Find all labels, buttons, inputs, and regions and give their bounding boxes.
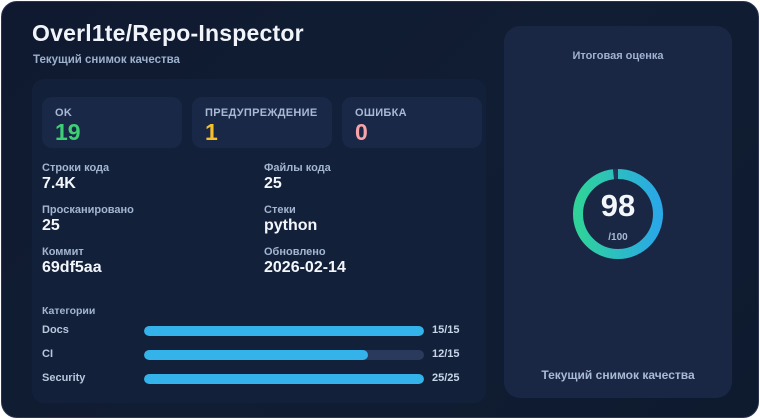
meta-value: python xyxy=(264,217,318,234)
meta-updated: Обновлено 2026-02-14 xyxy=(264,246,346,277)
stat-warning: ПРЕДУПРЕЖДЕНИЕ 1 xyxy=(192,97,332,148)
meta-value: 25 xyxy=(264,175,282,192)
meta-label: Просканировано xyxy=(42,204,134,216)
final-score-max: /100 xyxy=(608,232,628,243)
meta-value: 2026-02-14 xyxy=(264,259,346,276)
meta-stacks: Стеки python xyxy=(264,204,317,235)
final-score-value: 98 xyxy=(600,188,636,223)
final-score-panel: Итоговая оценка 98 /100 Текущий снимок к… xyxy=(504,26,732,398)
stat-error: ОШИБКА 0 xyxy=(342,97,482,148)
meta-label: Файлы кода xyxy=(264,162,331,174)
category-row-security: Security 25/25 xyxy=(42,372,482,386)
category-score: 25/25 xyxy=(432,372,460,384)
meta-code-files: Файлы кода 25 xyxy=(264,162,331,193)
meta-value: 69df5aa xyxy=(42,259,102,276)
repo-subtitle: Текущий снимок качества xyxy=(33,54,180,66)
score-ring-icon xyxy=(573,169,663,259)
category-name: Docs xyxy=(42,324,69,336)
stat-warning-label: ПРЕДУПРЕЖДЕНИЕ xyxy=(205,107,318,119)
category-row-ci: CI 12/15 xyxy=(42,348,482,362)
category-row-docs: Docs 15/15 xyxy=(42,324,482,338)
meta-label: Коммит xyxy=(42,246,84,258)
meta-label: Строки кода xyxy=(42,162,110,174)
stat-error-value: 0 xyxy=(355,119,368,145)
meta-value: 25 xyxy=(42,217,60,234)
meta-label: Обновлено xyxy=(264,246,326,258)
category-score: 15/15 xyxy=(432,324,460,336)
final-score-label: Итоговая оценка xyxy=(572,50,664,62)
stat-ok-value: 19 xyxy=(55,119,81,145)
stat-warning-value: 1 xyxy=(205,119,218,145)
meta-value: 7.4K xyxy=(42,175,76,192)
category-progress-fill xyxy=(144,374,424,384)
category-progress-fill xyxy=(144,350,368,360)
meta-scanned: Просканировано 25 xyxy=(42,204,134,235)
category-progress-fill xyxy=(144,326,424,336)
category-name: CI xyxy=(42,348,53,360)
category-progress-track xyxy=(144,350,424,360)
repo-title: Overl1te/Repo-Inspector xyxy=(32,20,304,46)
category-score: 12/15 xyxy=(432,348,460,360)
stat-error-label: ОШИБКА xyxy=(355,107,407,119)
stat-ok-label: OK xyxy=(55,107,73,119)
categories-title: Категории xyxy=(42,305,96,317)
stat-ok: OK 19 xyxy=(42,97,182,148)
category-name: Security xyxy=(42,372,86,384)
category-progress-track xyxy=(144,374,424,384)
category-progress-track xyxy=(144,326,424,336)
meta-commit: Коммит 69df5aa xyxy=(42,246,102,277)
final-score-footer: Текущий снимок качества xyxy=(541,368,695,382)
details-panel: OK 19 ПРЕДУПРЕЖДЕНИЕ 1 ОШИБКА 0 Строки к… xyxy=(32,79,486,403)
score-ring: 98 /100 xyxy=(572,168,664,260)
meta-label: Стеки xyxy=(264,204,296,216)
meta-lines-of-code: Строки кода 7.4K xyxy=(42,162,109,193)
